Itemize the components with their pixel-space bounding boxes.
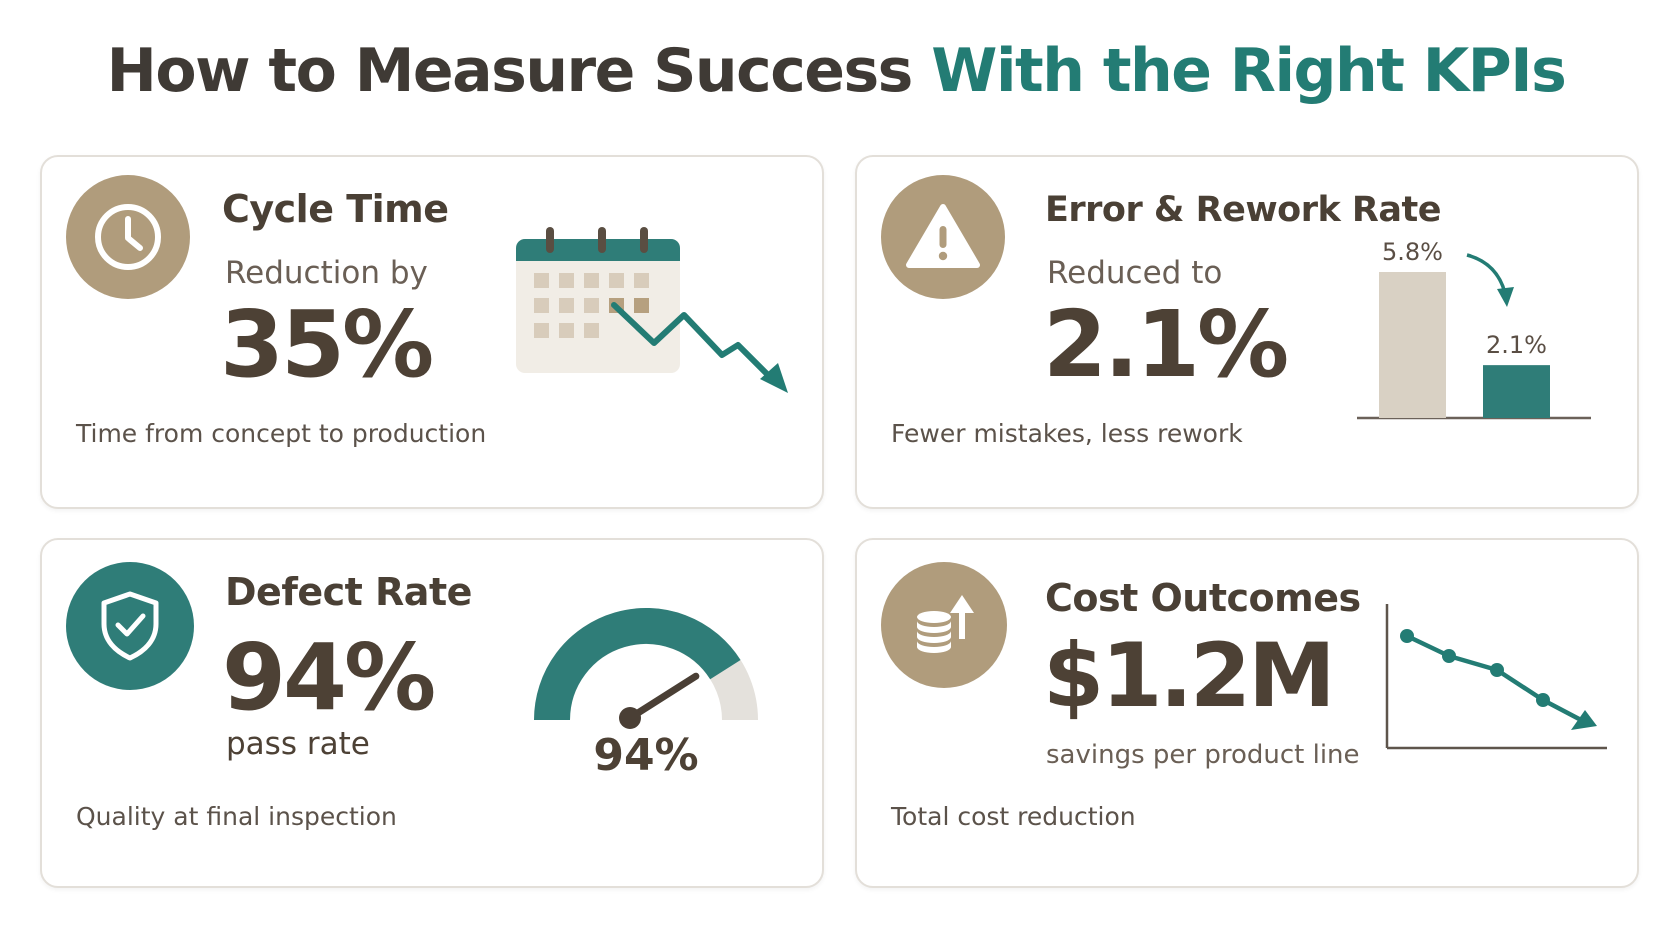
card-title: Cycle Time [222, 187, 449, 231]
card-value: 35% [220, 291, 434, 398]
calendar-trend-icon [516, 227, 788, 393]
card-footer: Time from concept to production [76, 419, 487, 448]
title-main: How to Measure Success [106, 36, 914, 106]
card-subtitle: Reduction by [225, 255, 428, 291]
card-subtitle: Reduced to [1047, 255, 1223, 291]
trend-point [1442, 649, 1456, 663]
pass-rate-gauge: 94% [534, 608, 758, 781]
card-value: 94% [222, 624, 436, 731]
bar-label-before: 5.8% [1382, 238, 1443, 266]
page-title: How to Measure Success With the Right KP… [0, 36, 1672, 106]
kpi-card-cycle-time: Cycle Time Reduction by 35% Time from co… [40, 155, 824, 509]
trend-arrowhead [1571, 710, 1597, 730]
card-title: Cost Outcomes [1045, 576, 1361, 620]
error-rate-bar-chart: 5.8% 2.1% [1357, 238, 1591, 420]
warning-icon [881, 175, 1005, 299]
bar-before [1379, 272, 1446, 418]
trend-point [1400, 629, 1414, 643]
gauge-needle [626, 672, 700, 722]
trend-point [1490, 663, 1504, 677]
bar-label-after: 2.1% [1486, 331, 1547, 359]
kpi-card-cost-outcomes: Cost Outcomes $1.2M savings per product … [855, 538, 1639, 888]
card-footer: Quality at final inspection [76, 802, 397, 831]
card-footer: Total cost reduction [891, 802, 1136, 831]
gauge-hub [619, 707, 641, 729]
card-title: Defect Rate [225, 570, 472, 614]
clock-icon [66, 175, 190, 299]
card-subtitle: pass rate [226, 726, 370, 762]
gauge-fill [534, 608, 741, 721]
trend-point [1536, 693, 1550, 707]
card-subtitle: savings per product line [1046, 740, 1360, 770]
kpi-card-error-rework-rate: Error & Rework Rate Reduced to 2.1% Fewe… [855, 155, 1639, 509]
card-value: $1.2M [1043, 624, 1336, 727]
kpi-card-defect-rate: Defect Rate 94% pass rate Quality at fin… [40, 538, 824, 888]
card-value: 2.1% [1043, 291, 1289, 398]
shield-check-icon [66, 562, 194, 690]
bar-after [1483, 365, 1550, 418]
card-title: Error & Rework Rate [1045, 190, 1441, 230]
gauge-label: 94% [593, 730, 698, 781]
cost-trend-line-chart [1385, 604, 1607, 750]
title-accent: With the Right KPIs [931, 36, 1567, 106]
card-footer: Fewer mistakes, less rework [891, 419, 1243, 448]
coins-arrow-up-icon [881, 562, 1007, 688]
